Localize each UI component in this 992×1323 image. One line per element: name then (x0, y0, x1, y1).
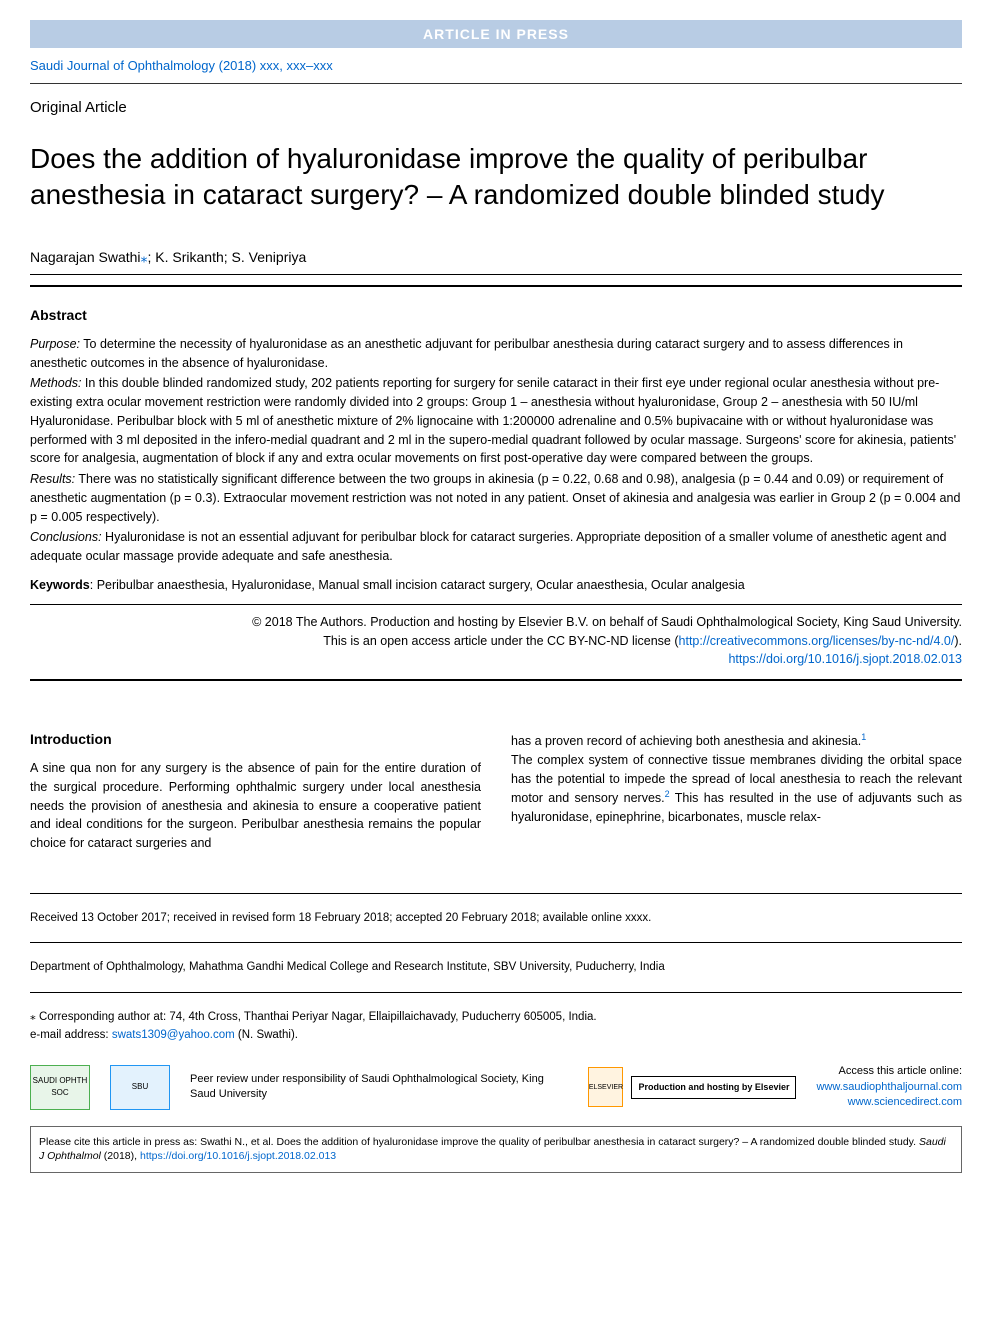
cite-prefix: Please cite this article in press as: Sw… (39, 1136, 919, 1148)
elsevier-box: ELSEVIER Production and hosting by Elsev… (588, 1067, 796, 1107)
hosting-text: Production and hosting by Elsevier (631, 1076, 796, 1098)
email-link[interactable]: swats1309@yahoo.com (112, 1029, 235, 1041)
abstract-heading: Abstract (30, 307, 962, 323)
corresponding-author: ⁎ Corresponding author at: 74, 4th Cross… (30, 1008, 962, 1026)
methods-text: In this double blinded randomized study,… (30, 376, 956, 465)
results-label: Results: (30, 472, 75, 486)
divider (30, 604, 962, 605)
sciencedirect-url[interactable]: www.sciencedirect.com (848, 1096, 962, 1108)
abstract-section: Abstract Purpose: To determine the neces… (30, 307, 962, 669)
keywords-text: : Peribulbar anaesthesia, Hyaluronidase,… (90, 578, 745, 592)
introduction-section: Introduction A sine qua non for any surg… (30, 731, 962, 853)
introduction-heading: Introduction (30, 731, 481, 747)
article-in-press-banner: ARTICLE IN PRESS (30, 20, 962, 48)
cc-license-link[interactable]: http://creativecommons.org/licenses/by-n… (679, 634, 955, 648)
copyright-block: © 2018 The Authors. Production and hosti… (30, 613, 962, 669)
peer-review-text: Peer review under responsibility of Saud… (190, 1072, 568, 1103)
conclusions-text: Hyaluronidase is not an essential adjuva… (30, 530, 947, 563)
cite-year: (2018), (101, 1150, 140, 1162)
email-suffix: (N. Swathi). (235, 1029, 298, 1041)
sos-logo: SAUDI OPHTH SOC (30, 1065, 90, 1110)
email-prefix: e-mail address: (30, 1029, 112, 1041)
methods-label: Methods: (30, 376, 81, 390)
journal-reference[interactable]: Saudi Journal of Ophthalmology (2018) xx… (30, 48, 962, 84)
journal-url[interactable]: www.saudiophthaljournal.com (816, 1081, 962, 1093)
corresponding-asterisk: ⁎ (141, 249, 148, 265)
conclusions-label: Conclusions: (30, 530, 102, 544)
footer-info: Received 13 October 2017; received in re… (30, 893, 962, 1173)
divider (30, 992, 962, 993)
copyright-line1: © 2018 The Authors. Production and hosti… (30, 613, 962, 632)
intro-col2-p1: has a proven record of achieving both an… (511, 734, 861, 748)
sbu-logo: SBU (110, 1065, 170, 1110)
cc-suffix: ). (954, 634, 962, 648)
purpose-text: To determine the necessity of hyaluronid… (30, 337, 903, 370)
divider (30, 893, 962, 894)
keywords-label: Keywords (30, 578, 90, 592)
article-type: Original Article (30, 99, 962, 116)
cite-doi-link[interactable]: https://doi.org/10.1016/j.sjopt.2018.02.… (140, 1150, 336, 1162)
author-rest: ; K. Srikanth; S. Venipriya (148, 249, 307, 265)
results-text: There was no statistically significant d… (30, 472, 960, 524)
divider (30, 274, 962, 275)
abstract-body: Purpose: To determine the necessity of h… (30, 335, 962, 566)
cc-prefix: This is an open access article under the… (323, 634, 678, 648)
doi-link[interactable]: https://doi.org/10.1016/j.sjopt.2018.02.… (728, 652, 962, 666)
elsevier-logo: ELSEVIER (588, 1067, 623, 1107)
access-label: Access this article online: (816, 1064, 962, 1079)
intro-para1: A sine qua non for any surgery is the ab… (30, 759, 481, 853)
author-primary: Nagarajan Swathi (30, 249, 141, 265)
authors-list: Nagarajan Swathi⁎; K. Srikanth; S. Venip… (30, 249, 962, 266)
divider (30, 942, 962, 943)
purpose-label: Purpose: (30, 337, 80, 351)
received-dates: Received 13 October 2017; received in re… (30, 909, 962, 927)
affiliation: Department of Ophthalmology, Mahathma Ga… (30, 958, 962, 976)
divider (30, 679, 962, 681)
citation-box: Please cite this article in press as: Sw… (30, 1126, 962, 1173)
intro-column-right: has a proven record of achieving both an… (511, 731, 962, 853)
keywords: Keywords: Peribulbar anaesthesia, Hyalur… (30, 578, 962, 592)
access-online: Access this article online: www.saudioph… (816, 1064, 962, 1110)
divider (30, 285, 962, 287)
logos-row: SAUDI OPHTH SOC SBU Peer review under re… (30, 1064, 962, 1110)
reference-1[interactable]: 1 (861, 732, 866, 742)
intro-column-left: Introduction A sine qua non for any surg… (30, 731, 481, 853)
article-title: Does the addition of hyaluronidase impro… (30, 141, 962, 214)
